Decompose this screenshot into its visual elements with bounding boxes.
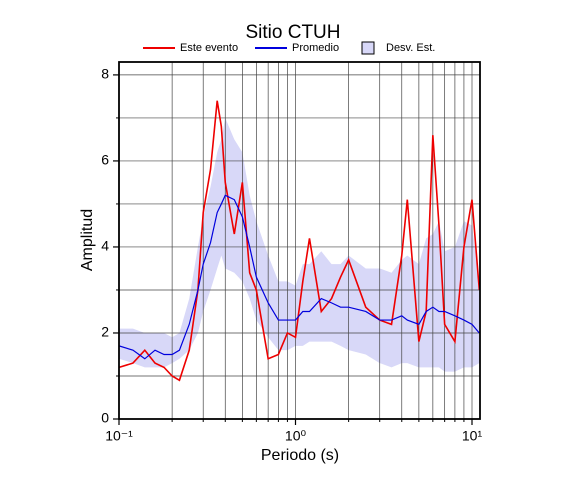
plot-frame <box>118 61 481 420</box>
legend-label: Promedio <box>292 42 339 54</box>
y-tick-label: 6 <box>101 152 109 168</box>
legend-swatch <box>361 41 375 55</box>
x-tick-label: 10¹ <box>462 428 483 444</box>
legend-label: Desv. Est. <box>386 42 435 54</box>
y-tick-label: 8 <box>101 66 109 82</box>
y-tick-label: 2 <box>101 324 109 340</box>
x-tick-label: 10⁻¹ <box>105 428 133 444</box>
x-axis-label: Periodo (s) <box>261 447 339 464</box>
series-line <box>118 194 480 360</box>
legend-label: Este evento <box>180 42 238 54</box>
y-tick-label: 4 <box>101 238 109 254</box>
chart-title: Sitio CTUH <box>245 22 340 43</box>
series-line <box>118 100 481 382</box>
x-tick-label: 10⁰ <box>285 428 307 444</box>
y-axis-label: Amplitud <box>79 209 96 271</box>
std-band <box>119 117 480 372</box>
y-tick-label: 0 <box>101 410 109 426</box>
